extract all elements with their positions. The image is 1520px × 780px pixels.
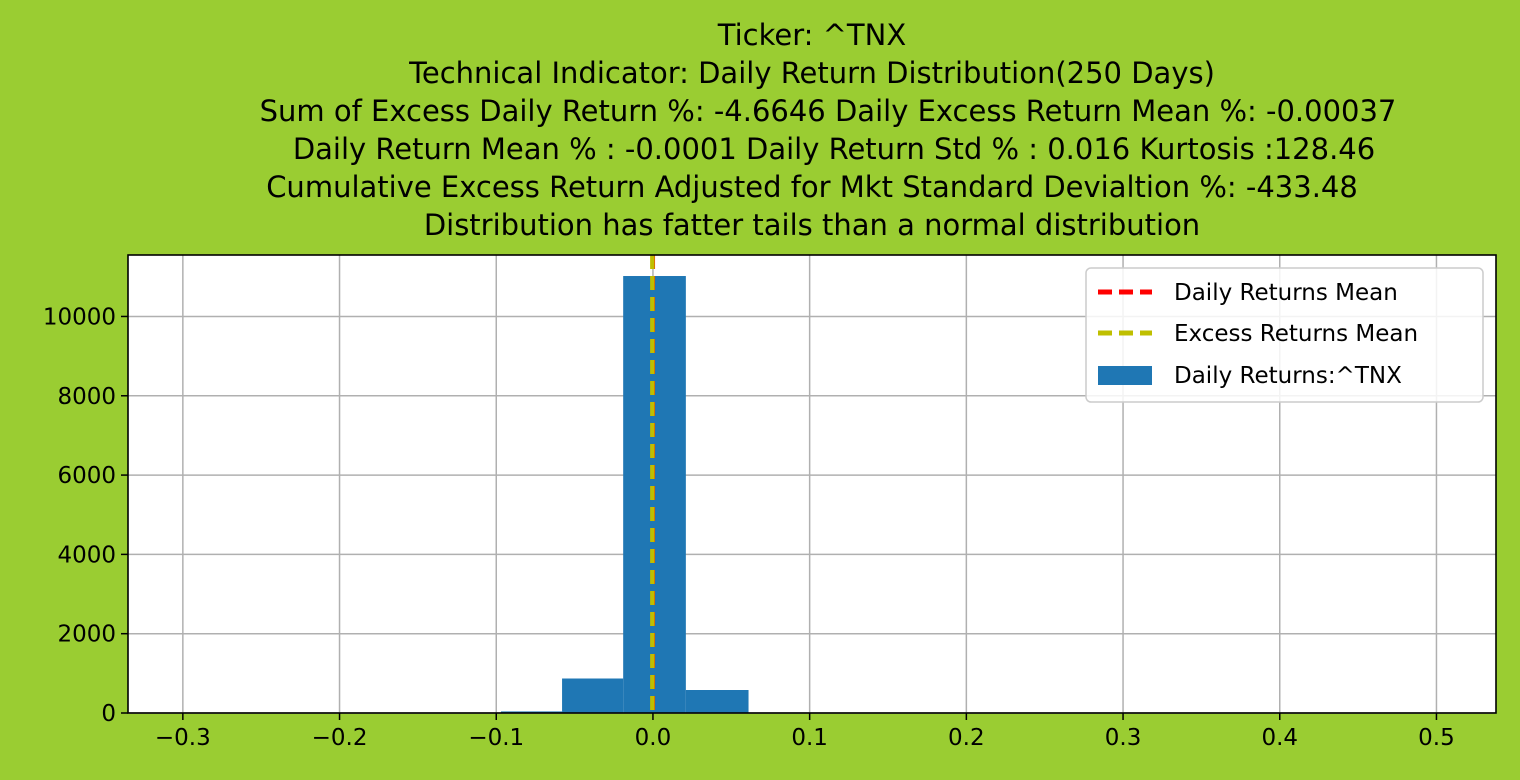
legend-label-excess-mean: Excess Returns Mean xyxy=(1174,321,1418,347)
x-tick-label: 0.5 xyxy=(1418,725,1455,751)
legend-box xyxy=(1085,267,1484,403)
x-tick-label: 0.0 xyxy=(635,725,672,751)
legend-label-daily-mean: Daily Returns Mean xyxy=(1174,280,1398,306)
x-tick-label: 0.1 xyxy=(791,725,828,751)
plot-frame xyxy=(127,254,1497,714)
x-tick-label: −0.2 xyxy=(312,725,368,751)
y-tick-label: 0 xyxy=(101,701,116,727)
title-line-3: Sum of Excess Daily Return %: -4.6646 Da… xyxy=(260,94,1397,128)
y-tick-label: 10000 xyxy=(43,304,116,330)
legend: Daily Returns Mean Excess Returns Mean D… xyxy=(1085,267,1484,403)
title-line-6: Distribution has fatter tails than a nor… xyxy=(424,208,1200,242)
y-tick-label: 4000 xyxy=(57,542,116,568)
title-line-1: Ticker: ^TNX xyxy=(717,18,906,52)
y-tick-label: 8000 xyxy=(57,384,116,410)
histogram-bar xyxy=(685,690,749,713)
x-tick-label: 0.4 xyxy=(1261,725,1298,751)
histogram-bar xyxy=(562,678,624,713)
y-tick-label: 6000 xyxy=(57,463,116,489)
legend-label-daily-returns: Daily Returns:^TNX xyxy=(1174,363,1402,389)
title-line-4: Daily Return Mean % : -0.0001 Daily Retu… xyxy=(293,132,1375,166)
x-tick-label: 0.3 xyxy=(1105,725,1142,751)
x-tick-label: −0.3 xyxy=(155,725,211,751)
legend-swatch-daily-returns xyxy=(1098,366,1152,385)
y-tick-label: 2000 xyxy=(57,622,116,648)
chart-title: Ticker: ^TNX Technical Indicator: Daily … xyxy=(260,18,1397,242)
y-axis-ticks: 0 2000 4000 6000 8000 10000 xyxy=(43,304,128,727)
x-axis-ticks: −0.3 −0.2 −0.1 0.0 0.1 0.2 0.3 0.4 0.5 xyxy=(155,713,1455,751)
x-tick-label: −0.1 xyxy=(468,725,524,751)
title-line-2: Technical Indicator: Daily Return Distri… xyxy=(408,56,1215,90)
title-line-5: Cumulative Excess Return Adjusted for Mk… xyxy=(266,170,1358,204)
x-tick-label: 0.2 xyxy=(948,725,985,751)
